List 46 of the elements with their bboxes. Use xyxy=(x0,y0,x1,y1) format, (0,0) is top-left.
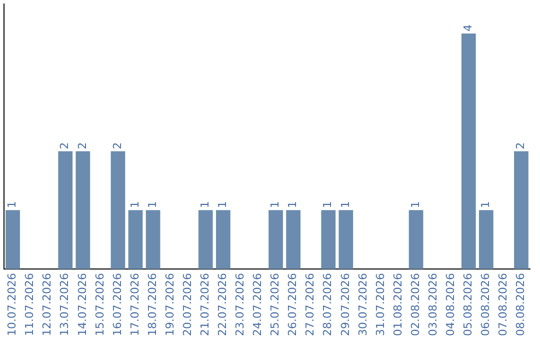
x-tick-label: 15.07.2026 xyxy=(93,273,106,336)
x-tick-label: 01.08.2026 xyxy=(391,273,404,336)
data-label: 4 xyxy=(461,24,474,32)
x-tick-label: 23.07.2026 xyxy=(234,273,247,336)
x-tick-label: 02.08.2026 xyxy=(408,273,422,336)
data-label: 1 xyxy=(146,201,159,208)
x-tick-label: 18.07.2026 xyxy=(146,273,159,336)
data-label: 1 xyxy=(408,201,422,208)
x-tick-label: 26.07.2026 xyxy=(286,273,300,336)
data-label: 1 xyxy=(6,201,19,208)
x-tick-label: 17.07.2026 xyxy=(128,273,142,336)
x-tick-label: 13.07.2026 xyxy=(58,273,72,336)
x-tick-label: 20.07.2026 xyxy=(180,273,194,336)
x-tick-label: 24.07.2026 xyxy=(251,273,264,336)
data-label: 2 xyxy=(58,142,72,150)
data-label: 1 xyxy=(128,201,142,208)
x-tick-label: 25.07.2026 xyxy=(268,273,282,336)
data-label: 1 xyxy=(198,201,212,208)
data-label: 1 xyxy=(479,201,492,208)
data-label: 2 xyxy=(76,142,89,150)
x-tick-label: 16.07.2026 xyxy=(110,273,124,336)
data-label: 1 xyxy=(321,201,334,208)
data-label: 1 xyxy=(268,201,282,208)
x-tick-label: 06.08.2026 xyxy=(479,273,492,336)
x-tick-label: 31.07.2026 xyxy=(374,273,387,336)
x-tick-label: 21.07.2026 xyxy=(198,273,212,336)
data-label: 1 xyxy=(216,201,230,208)
x-tick-label: 10.07.2026 xyxy=(6,273,19,336)
data-label: 1 xyxy=(286,201,300,208)
x-tick-label: 03.08.2026 xyxy=(426,273,440,336)
x-tick-label: 05.08.2026 xyxy=(461,273,474,336)
x-tick-label: 04.08.2026 xyxy=(444,273,457,336)
data-label: 1 xyxy=(338,201,352,208)
x-tick-label: 14.07.2026 xyxy=(76,273,89,336)
x-tick-label: 11.07.2026 xyxy=(23,273,36,336)
x-tick-label: 19.07.2026 xyxy=(163,273,176,336)
x-tick-label: 27.07.2026 xyxy=(304,273,317,336)
x-tick-label: 07.08.2026 xyxy=(496,273,510,336)
x-tick-label: 28.07.2026 xyxy=(321,273,334,336)
data-label: 2 xyxy=(514,142,528,150)
x-tick-label: 22.07.2026 xyxy=(216,273,230,336)
x-tick-label: 29.07.2026 xyxy=(338,273,352,336)
x-tick-label: 30.07.2026 xyxy=(356,273,370,336)
x-tick-label: 08.08.2026 xyxy=(514,273,528,336)
data-label: 2 xyxy=(110,142,124,150)
x-tick-label: 12.07.2026 xyxy=(40,273,54,336)
